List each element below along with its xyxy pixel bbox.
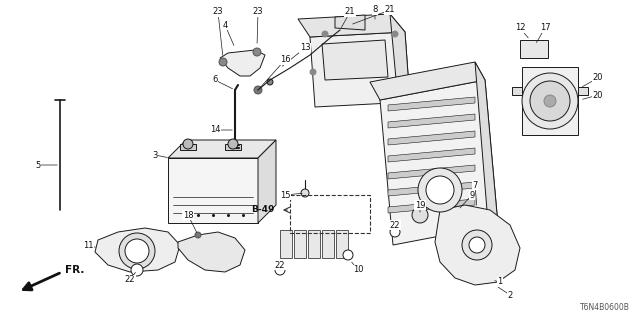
- Polygon shape: [298, 14, 405, 37]
- Polygon shape: [310, 32, 410, 107]
- Circle shape: [392, 31, 398, 37]
- Polygon shape: [294, 230, 306, 258]
- Circle shape: [183, 139, 193, 149]
- Polygon shape: [520, 40, 548, 58]
- Polygon shape: [95, 228, 180, 272]
- Circle shape: [462, 230, 492, 260]
- Circle shape: [544, 95, 556, 107]
- Text: 6: 6: [212, 76, 218, 84]
- Text: 15: 15: [280, 190, 291, 199]
- Circle shape: [310, 69, 316, 75]
- Polygon shape: [388, 114, 475, 128]
- Text: 9: 9: [469, 190, 475, 199]
- Polygon shape: [180, 144, 196, 150]
- Circle shape: [254, 86, 262, 94]
- Polygon shape: [280, 230, 292, 258]
- Polygon shape: [388, 165, 475, 179]
- Polygon shape: [435, 205, 520, 285]
- Text: 12: 12: [515, 23, 525, 33]
- Polygon shape: [178, 232, 245, 272]
- Circle shape: [390, 227, 400, 237]
- Polygon shape: [388, 148, 475, 162]
- Text: 22: 22: [275, 260, 285, 269]
- Text: 19: 19: [415, 201, 425, 210]
- Text: 18: 18: [182, 211, 193, 220]
- Polygon shape: [168, 158, 258, 223]
- Circle shape: [469, 237, 485, 253]
- Text: B-49: B-49: [252, 205, 275, 214]
- Polygon shape: [388, 131, 475, 145]
- Polygon shape: [370, 62, 485, 100]
- Circle shape: [267, 79, 273, 85]
- Circle shape: [125, 239, 149, 263]
- Text: 7: 7: [472, 180, 477, 189]
- Circle shape: [131, 264, 143, 276]
- Text: 11: 11: [83, 241, 93, 250]
- Polygon shape: [220, 50, 265, 76]
- Text: 20: 20: [593, 74, 604, 83]
- Text: 5: 5: [35, 161, 40, 170]
- Circle shape: [530, 81, 570, 121]
- Polygon shape: [388, 199, 475, 213]
- Circle shape: [301, 189, 309, 197]
- Text: 1: 1: [497, 277, 502, 286]
- Bar: [290, 195, 370, 233]
- Circle shape: [343, 250, 353, 260]
- Text: 16: 16: [280, 55, 291, 65]
- Circle shape: [253, 48, 261, 56]
- Polygon shape: [168, 140, 276, 158]
- Text: 17: 17: [540, 23, 550, 33]
- Text: T6N4B0600B: T6N4B0600B: [580, 303, 630, 312]
- Circle shape: [275, 265, 285, 275]
- Circle shape: [522, 73, 578, 129]
- Text: 14: 14: [210, 125, 220, 134]
- Polygon shape: [512, 87, 522, 95]
- Polygon shape: [258, 140, 276, 223]
- Circle shape: [195, 232, 201, 238]
- Polygon shape: [578, 87, 588, 95]
- Text: 22: 22: [390, 220, 400, 229]
- Text: 13: 13: [300, 44, 310, 52]
- Circle shape: [228, 139, 238, 149]
- Text: 23: 23: [253, 7, 263, 17]
- Text: 10: 10: [353, 266, 364, 275]
- Polygon shape: [390, 14, 410, 102]
- Polygon shape: [388, 97, 475, 111]
- Polygon shape: [522, 67, 578, 135]
- Text: 4: 4: [222, 20, 228, 29]
- Text: FR.: FR.: [65, 265, 84, 275]
- Polygon shape: [335, 15, 365, 30]
- Circle shape: [418, 168, 462, 212]
- Circle shape: [322, 31, 328, 37]
- Polygon shape: [225, 144, 241, 150]
- Circle shape: [426, 176, 454, 204]
- Polygon shape: [322, 40, 388, 80]
- Circle shape: [119, 233, 155, 269]
- Text: 3: 3: [152, 150, 157, 159]
- Polygon shape: [322, 230, 334, 258]
- Circle shape: [219, 58, 227, 66]
- Text: 8: 8: [372, 5, 378, 14]
- Text: 22: 22: [125, 276, 135, 284]
- Polygon shape: [336, 230, 348, 258]
- Text: 23: 23: [212, 7, 223, 17]
- Polygon shape: [388, 182, 475, 196]
- Text: 2: 2: [508, 291, 513, 300]
- Polygon shape: [380, 80, 498, 245]
- Text: 20: 20: [593, 91, 604, 100]
- Polygon shape: [475, 62, 498, 225]
- Polygon shape: [308, 230, 320, 258]
- Text: 21: 21: [345, 7, 355, 17]
- Circle shape: [412, 207, 428, 223]
- Text: 21: 21: [385, 5, 396, 14]
